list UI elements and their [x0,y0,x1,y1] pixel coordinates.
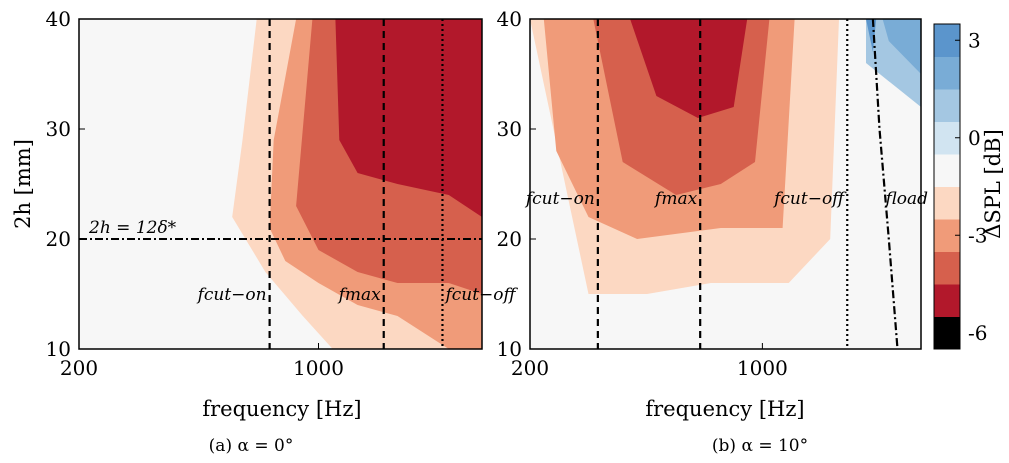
colorbar-tick-label-2: 0 [968,126,981,150]
y-tick-label-b-1: 10 [497,337,522,361]
colorbar-segment-9 [934,56,960,90]
contour-region-a-5 [335,19,482,217]
y-tick-label-b-2: 20 [497,227,522,251]
y-tick-label-b-3: 30 [497,117,522,141]
vertical-line-label-b-2: fmax [653,189,698,209]
x-tick-label-b-1: 200 [511,356,549,380]
vertical-line-label-a-1: fcut−on [196,285,267,305]
colorbar: 3 0 -3 -6 [933,23,987,350]
caption-a: (a) α = 0° [209,436,294,456]
y-tick-label-a-2: 20 [46,227,71,251]
contour-region-b-7 [882,19,921,74]
colorbar-frame [933,23,961,350]
y-tick-label-a-3: 30 [46,117,71,141]
y-tick-label-a-1: 10 [46,337,71,361]
vertical-line-label-a-3: fcut−off [443,285,518,305]
reference-lines-b [596,19,899,349]
colorbar-segment-5 [934,186,960,220]
vertical-line-label-a-2: fmax [337,285,382,305]
colorbar-label: ΔSPL [dB] [981,129,1005,239]
annotations-b: fcut−on fmax fcut−off fload [524,189,928,209]
colorbar-segment-3 [934,251,960,285]
x-tick-label-b-2: 1000 [737,356,788,380]
vertical-line-label-b-3: fcut−off [772,189,847,209]
curve-label-b-1: fload [883,189,928,209]
colorbar-tick-label-1: 3 [968,28,981,52]
colorbar-segment-8 [934,89,960,122]
contours-a [209,19,482,349]
y-tick-label-b-4: 40 [497,7,522,31]
caption-b: (b) α = 10° [712,436,808,456]
x-axis-label-a: frequency [Hz] [202,397,361,421]
contour-region-b-8 [866,19,877,52]
colorbar-segment-2 [934,284,960,317]
plot-frame-b [529,18,922,350]
colorbar-segment-6 [934,154,960,187]
contours-b [530,19,921,349]
ticks-a: 200 1000 10 20 30 40 [46,7,344,380]
y-axis-label-a: 2h [mm] [11,139,35,229]
x-tick-label-a-2: 1000 [293,356,344,380]
annotations-a: fcut−on fmax fcut−off 2h = 12δ* [88,218,519,305]
horizontal-line-label-a-1: 2h = 12δ* [88,218,177,238]
contour-region-b-5 [630,19,748,118]
panel-b: fcut−on fmax fcut−off fload 200 1000 10 20 30 40… [497,7,929,456]
vertical-line-label-b-1: fcut−on [524,189,595,209]
colorbar-tick-label-4: -6 [968,321,987,345]
x-tick-label-a-1: 200 [60,356,98,380]
y-tick-label-a-4: 40 [46,7,71,31]
reference-lines-a [79,19,482,349]
x-axis-label-b: frequency [Hz] [645,397,804,421]
ticks-b: 200 1000 10 20 30 40 [497,7,788,380]
colorbar-tick-label-3: -3 [968,223,987,247]
plot-frame-a [78,18,483,350]
curve-b-1 [871,19,899,349]
